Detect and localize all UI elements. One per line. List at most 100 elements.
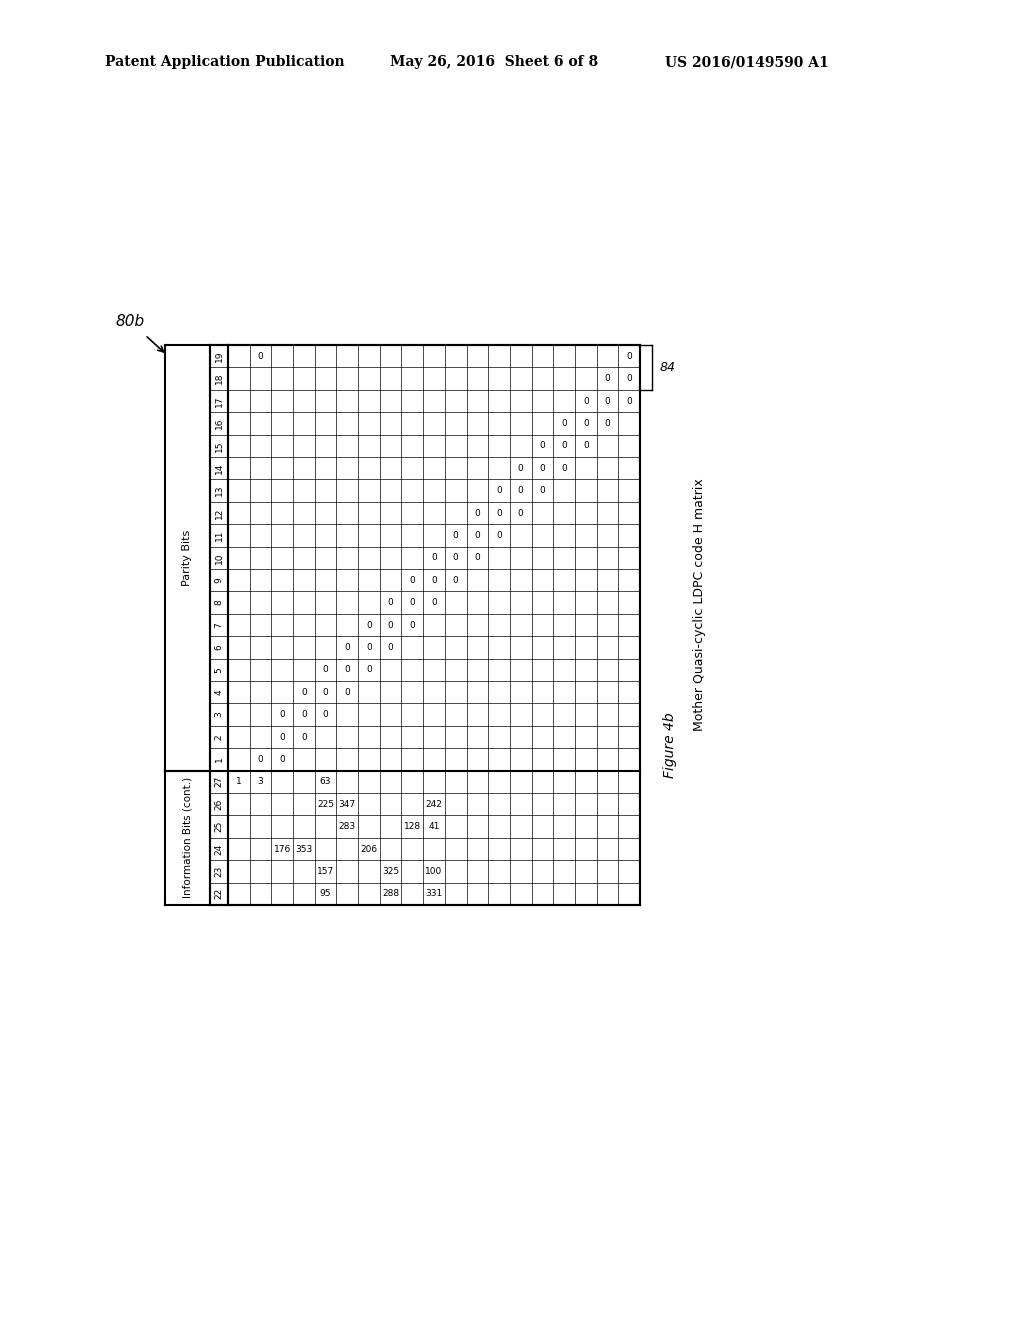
Bar (210, 345, 640, 906)
Text: 84: 84 (660, 360, 676, 374)
Text: 0: 0 (627, 374, 632, 383)
Text: 0: 0 (258, 755, 263, 764)
Text: 0: 0 (474, 531, 480, 540)
Text: 16: 16 (214, 417, 223, 429)
Text: 0: 0 (474, 553, 480, 562)
Text: 24: 24 (214, 843, 223, 854)
Text: 0: 0 (518, 508, 523, 517)
Text: 100: 100 (425, 867, 442, 876)
Text: 8: 8 (214, 599, 223, 606)
Text: 0: 0 (280, 733, 285, 742)
Text: 1: 1 (236, 777, 242, 787)
Text: May 26, 2016  Sheet 6 of 8: May 26, 2016 Sheet 6 of 8 (390, 55, 598, 69)
Text: 0: 0 (301, 733, 307, 742)
Text: 0: 0 (497, 508, 502, 517)
Text: Parity Bits: Parity Bits (182, 529, 193, 586)
Text: 41: 41 (428, 822, 439, 832)
Text: 353: 353 (295, 845, 312, 854)
Text: 0: 0 (431, 598, 437, 607)
Text: 0: 0 (583, 441, 589, 450)
Text: 80b: 80b (116, 314, 144, 330)
Text: 0: 0 (301, 710, 307, 719)
Text: 0: 0 (604, 396, 610, 405)
Text: 27: 27 (214, 776, 223, 788)
Text: 128: 128 (403, 822, 421, 832)
Text: 0: 0 (431, 553, 437, 562)
Text: 3: 3 (258, 777, 263, 787)
Text: 0: 0 (344, 688, 350, 697)
Text: 26: 26 (214, 799, 223, 810)
Text: 0: 0 (518, 463, 523, 473)
Text: 17: 17 (214, 395, 223, 407)
Text: 0: 0 (497, 531, 502, 540)
Text: Information Bits (cont.): Information Bits (cont.) (182, 777, 193, 899)
Text: 331: 331 (425, 890, 442, 899)
Text: 0: 0 (561, 418, 567, 428)
Text: 0: 0 (453, 531, 459, 540)
Text: 176: 176 (273, 845, 291, 854)
Text: 0: 0 (474, 508, 480, 517)
Text: 242: 242 (426, 800, 442, 809)
Text: 25: 25 (214, 821, 223, 833)
Text: 0: 0 (344, 665, 350, 675)
Text: 95: 95 (319, 890, 332, 899)
Text: 0: 0 (453, 553, 459, 562)
Text: US 2016/0149590 A1: US 2016/0149590 A1 (665, 55, 828, 69)
Text: 6: 6 (214, 644, 223, 651)
Text: 4: 4 (214, 689, 223, 696)
Text: 0: 0 (258, 351, 263, 360)
Text: 0: 0 (280, 755, 285, 764)
Text: 0: 0 (497, 486, 502, 495)
Text: 9: 9 (214, 577, 223, 583)
Text: 0: 0 (540, 486, 546, 495)
Text: 283: 283 (339, 822, 355, 832)
Text: 0: 0 (323, 688, 329, 697)
Text: 288: 288 (382, 890, 399, 899)
Text: 0: 0 (323, 665, 329, 675)
Text: 0: 0 (604, 418, 610, 428)
Text: 0: 0 (388, 620, 393, 630)
Text: 0: 0 (540, 463, 546, 473)
Text: 15: 15 (214, 440, 223, 451)
Text: 0: 0 (366, 665, 372, 675)
Text: 1: 1 (214, 756, 223, 762)
Text: Mother Quasi-cyclic LDPC code H matrix: Mother Quasi-cyclic LDPC code H matrix (693, 479, 707, 731)
Text: 5: 5 (214, 667, 223, 673)
Text: 12: 12 (214, 507, 223, 519)
Text: 18: 18 (214, 372, 223, 384)
Text: 13: 13 (214, 484, 223, 496)
Text: 7: 7 (214, 622, 223, 628)
Text: 0: 0 (453, 576, 459, 585)
Text: 0: 0 (344, 643, 350, 652)
Text: 0: 0 (388, 598, 393, 607)
Text: 225: 225 (317, 800, 334, 809)
Text: 0: 0 (540, 441, 546, 450)
Text: 0: 0 (280, 710, 285, 719)
Text: 2: 2 (214, 734, 223, 739)
Text: 206: 206 (360, 845, 378, 854)
Text: 19: 19 (214, 350, 223, 362)
Text: 0: 0 (583, 396, 589, 405)
Text: 0: 0 (627, 396, 632, 405)
Text: 0: 0 (410, 576, 415, 585)
Text: 0: 0 (561, 463, 567, 473)
Text: 0: 0 (410, 598, 415, 607)
Text: 0: 0 (366, 620, 372, 630)
Text: 0: 0 (583, 418, 589, 428)
Text: Patent Application Publication: Patent Application Publication (105, 55, 345, 69)
Text: 0: 0 (323, 710, 329, 719)
Text: 0: 0 (627, 351, 632, 360)
Text: 10: 10 (214, 552, 223, 564)
Text: 0: 0 (301, 688, 307, 697)
Text: 14: 14 (214, 462, 223, 474)
Text: 325: 325 (382, 867, 399, 876)
Text: 23: 23 (214, 866, 223, 876)
Text: 22: 22 (214, 888, 223, 899)
Text: 0: 0 (410, 620, 415, 630)
Text: 0: 0 (518, 486, 523, 495)
Text: 157: 157 (317, 867, 334, 876)
Text: 0: 0 (366, 643, 372, 652)
Text: 0: 0 (604, 374, 610, 383)
Text: 0: 0 (561, 441, 567, 450)
Text: 63: 63 (319, 777, 332, 787)
